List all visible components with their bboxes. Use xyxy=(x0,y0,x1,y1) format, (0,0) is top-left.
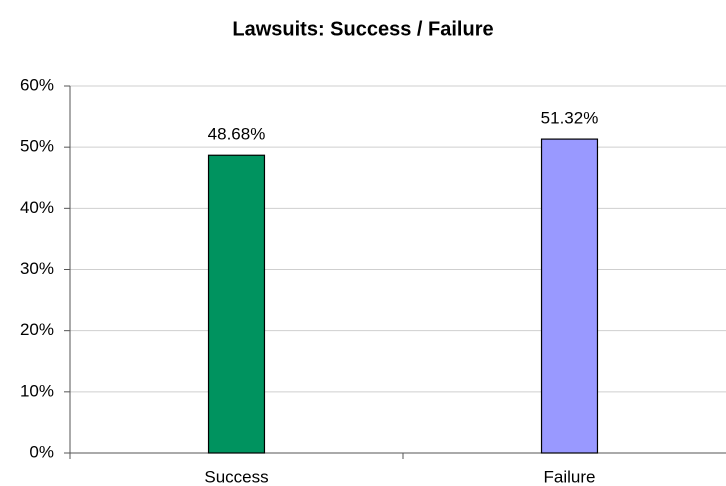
chart-title: Lawsuits: Success / Failure xyxy=(232,18,493,40)
bar xyxy=(207,154,266,454)
y-tick-label: 40% xyxy=(20,198,54,217)
y-tick-label: 60% xyxy=(20,75,54,94)
x-tick-label: Failure xyxy=(544,467,596,486)
y-tick-label: 30% xyxy=(20,259,54,278)
x-tick-label: Success xyxy=(204,467,268,486)
y-tick-label: 0% xyxy=(29,442,54,461)
y-tick-label: 50% xyxy=(20,137,54,156)
bar xyxy=(540,138,599,454)
y-tick-label: 10% xyxy=(20,381,54,400)
y-tick-label: 20% xyxy=(20,320,54,339)
data-label: 51.32% xyxy=(541,109,599,128)
data-label: 48.68% xyxy=(208,125,266,144)
